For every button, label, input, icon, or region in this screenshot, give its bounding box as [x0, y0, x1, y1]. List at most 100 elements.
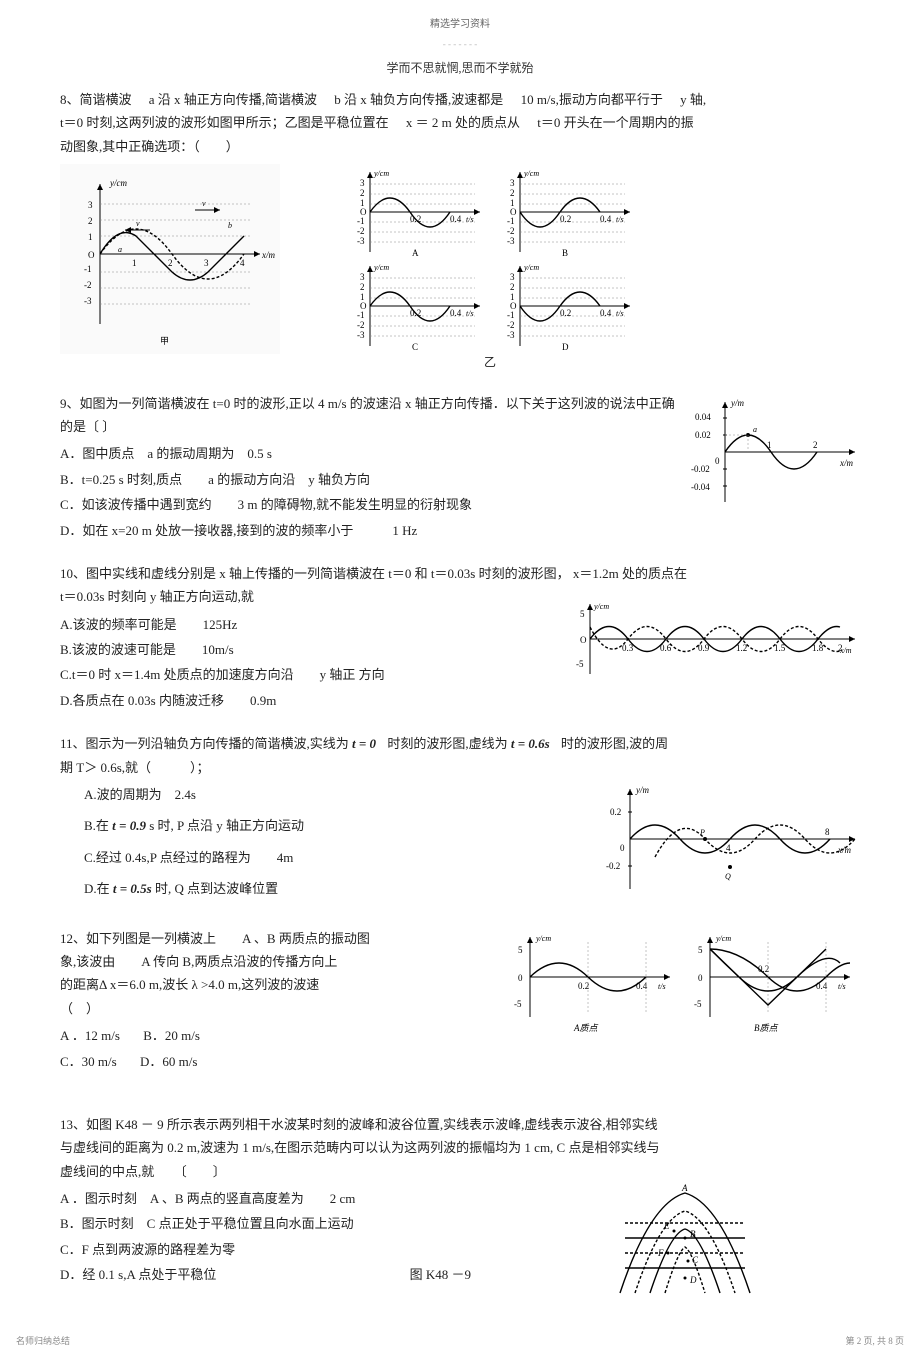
- svg-text:甲: 甲: [160, 336, 169, 346]
- q10-l1c: t＝0 和 t＝0.03s 时刻的波形图，: [388, 566, 569, 581]
- svg-text:0.4: 0.4: [600, 214, 612, 224]
- page-header-1: 精选学习资料: [60, 16, 860, 34]
- svg-text:-1: -1: [357, 216, 365, 226]
- svg-text:Q: Q: [725, 872, 731, 881]
- q13-l2c: 1 cm, C 点是相邻实线与: [524, 1140, 659, 1155]
- q10-figure: y/cm x/m 5 O -5 0.3 0.6 0.9 1.2 1.5 1.8 …: [570, 599, 860, 679]
- svg-text:2: 2: [168, 258, 173, 268]
- footer-left: 名师归纳总结: [16, 1333, 70, 1349]
- svg-text:0: 0: [620, 843, 625, 853]
- q8-panel-D: y/cm t/s 321O-1-2-3 0.2 0.4 D: [490, 258, 640, 352]
- svg-text:2: 2: [510, 188, 515, 198]
- svg-text:t/s: t/s: [658, 982, 666, 991]
- svg-text:0.2: 0.2: [560, 214, 571, 224]
- question-11: 11、图示为一列沿轴负方向传播的简谐横波,实线为 t = 0 时刻的波形图,虚线…: [60, 732, 860, 908]
- page-motto: 学而不思就惘,思而不学就殆: [60, 58, 860, 80]
- q11-opt-b-post: s 时, P 点沿 y 轴正方向运动: [149, 818, 304, 833]
- svg-text:A: A: [681, 1183, 688, 1193]
- svg-text:0.4: 0.4: [450, 308, 462, 318]
- svg-text:-5: -5: [694, 999, 702, 1009]
- q8-prefix: 8、简谐横波: [60, 92, 132, 107]
- q8-figure-right: y/cm t/s 321O-1-2-3 0.2 0.4 A y/cm t/s 3…: [340, 164, 640, 374]
- q11-opt-d-post: 时, Q 点到达波峰位置: [155, 881, 278, 896]
- svg-text:0.4: 0.4: [450, 214, 462, 224]
- svg-text:v: v: [202, 199, 206, 208]
- svg-text:y/cm: y/cm: [109, 178, 127, 188]
- q13-l2b: 0.2 m,波速为 1 m/s,在图示范畴内可以认为这两列波的振幅均为: [167, 1140, 521, 1155]
- q8-l2b: x ＝ 2 m 处的质点从: [406, 115, 520, 130]
- q13-opt-d: D．经 0.1 s,A 点处于平稳位: [60, 1267, 216, 1282]
- svg-text:y/cm: y/cm: [593, 602, 609, 611]
- svg-text:t/s: t/s: [466, 309, 474, 318]
- q8-speed: 10 m/s,振动方向都平行于: [521, 92, 663, 107]
- svg-text:-5: -5: [576, 659, 584, 669]
- svg-text:0: 0: [518, 973, 523, 983]
- svg-text:2: 2: [88, 216, 93, 226]
- svg-text:-5: -5: [514, 999, 522, 1009]
- q8-right-caption: 乙: [340, 352, 640, 374]
- svg-text:B质点: B质点: [754, 1023, 778, 1033]
- q9-l1b: t=0 时的波形,正以: [213, 396, 315, 411]
- svg-text:3: 3: [88, 200, 93, 210]
- svg-text:-3: -3: [357, 330, 365, 340]
- svg-text:5: 5: [580, 609, 585, 619]
- svg-text:0.2: 0.2: [610, 807, 621, 817]
- svg-text:O: O: [88, 250, 95, 260]
- q9-figure: y/m x/m 0.04 0.02 0 -0.02 -0.04 1 2 a: [685, 392, 860, 512]
- svg-text:E: E: [663, 1221, 670, 1231]
- svg-text:y/cm: y/cm: [535, 934, 551, 943]
- svg-text:y/m: y/m: [635, 785, 649, 795]
- q11-figure: y/m x/m 0.2 0 -0.2 4 8 P Q: [600, 779, 860, 899]
- svg-text:y/cm: y/cm: [523, 169, 539, 178]
- q11-l2: 期 T＞ 0.6s,就（ ）；: [60, 756, 860, 779]
- svg-text:4: 4: [726, 843, 731, 853]
- svg-text:-0.04: -0.04: [691, 482, 710, 492]
- svg-text:v: v: [136, 219, 140, 228]
- q8-axis: y 轴,: [680, 92, 706, 107]
- svg-text:2: 2: [360, 188, 365, 198]
- q9-l1a: 9、如图为一列简谐横波在: [60, 396, 210, 411]
- svg-text:0.04: 0.04: [695, 412, 711, 422]
- question-12: y/cm t/s 5 0 -5 0.2 0.4 A质点 y/cm t/s 5 0…: [60, 927, 860, 1075]
- svg-text:5: 5: [518, 945, 523, 955]
- svg-text:2: 2: [360, 282, 365, 292]
- q10-l1d: x＝1.2m 处的质点在: [573, 566, 687, 581]
- svg-text:0.2: 0.2: [578, 981, 589, 991]
- svg-text:y/cm: y/cm: [373, 263, 389, 272]
- svg-text:a: a: [118, 245, 122, 254]
- svg-text:y/cm: y/cm: [373, 169, 389, 178]
- svg-text:-2: -2: [357, 226, 365, 236]
- svg-text:0.02: 0.02: [695, 430, 711, 440]
- svg-text:b: b: [228, 221, 232, 230]
- q8-panel-C: y/cm t/s 321O-1-2-3 0.2 0.4 C: [340, 258, 490, 352]
- q12-opt-d: D．60 m/s: [140, 1054, 197, 1069]
- svg-text:t/s: t/s: [616, 309, 624, 318]
- q11-t06: t = 0.6s: [511, 736, 550, 751]
- q8-figure-left: y/cm x/m 3 2 1 O -1 -2 -3 1 2: [60, 164, 280, 354]
- svg-text:-1: -1: [507, 310, 515, 320]
- q8-l3: 动图象,其中正确选项：（ ）: [60, 135, 860, 158]
- svg-text:C: C: [412, 342, 418, 352]
- q11-opt-b-pre: B.在: [84, 818, 109, 833]
- svg-text:-3: -3: [84, 296, 92, 306]
- q11-l1b: 时刻的波形图,虚线为: [387, 736, 507, 751]
- svg-text:-2: -2: [84, 280, 92, 290]
- svg-text:-3: -3: [357, 236, 365, 246]
- svg-text:0: 0: [715, 456, 720, 466]
- question-10: 10、图中实线和虚线分别是 x 轴上传播的一列简谐横波在 t＝0 和 t＝0.0…: [60, 562, 860, 714]
- svg-text:-2: -2: [507, 226, 515, 236]
- svg-text:-1: -1: [507, 216, 515, 226]
- svg-text:1: 1: [132, 258, 137, 268]
- q13-l1: 13、如图 K48 － 9 所示表示两列相干水波某时刻的波峰和波谷位置,实线表示…: [60, 1113, 860, 1136]
- q11-opt-d-pre: D.在: [84, 881, 110, 896]
- svg-text:0.4: 0.4: [600, 308, 612, 318]
- svg-text:B: B: [562, 248, 568, 258]
- svg-text:B: B: [690, 1229, 696, 1239]
- footer-right: 第 2 页, 共 8 页: [845, 1333, 904, 1349]
- svg-text:3: 3: [510, 272, 515, 282]
- svg-text:y/cm: y/cm: [523, 263, 539, 272]
- svg-text:1: 1: [88, 232, 93, 242]
- svg-text:O: O: [580, 635, 587, 645]
- question-9: y/m x/m 0.04 0.02 0 -0.02 -0.04 1 2 a 9、…: [60, 392, 860, 544]
- svg-text:C: C: [692, 1255, 699, 1265]
